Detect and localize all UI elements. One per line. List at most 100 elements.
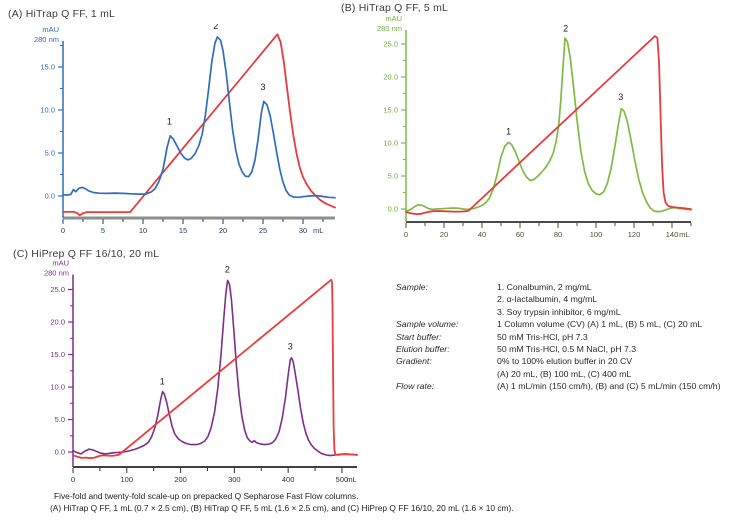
conditions-row-start-buffer: Start buffer: 50 mM Tris-HCl, pH 7.3 [396,331,734,343]
y-tick-label: 0.0 [388,205,398,214]
peak-label-2: 2 [213,24,218,31]
x-tick-label: 10 [139,226,147,235]
y-axis-unit-label: mAU [42,25,59,34]
x-tick-label: 200 [174,475,187,484]
condition-label: Start buffer: [396,331,442,342]
x-tick-label: 500 [336,475,349,484]
condition-label: Flow rate: [396,381,435,392]
x-tick-label: 80 [554,230,562,239]
peak-label-3: 3 [618,92,623,102]
peak-label-2: 2 [563,23,568,33]
chart-a-plot: 0 5 10 15 20 25 30 mL 0.0 5.0 10.0 15.0 mAU 280 nm 1 2 3 [20,21,352,243]
conditions-row-sample: Sample: 1. Conalbumin, 2 mg/mL 2. α-lact… [396,281,734,318]
figure-caption-line1: Five-fold and twenty-fold scale-up on pr… [54,491,359,501]
condition-value: 1 Column volume (CV) (A) 1 mL, (B) 5 mL,… [497,318,734,330]
condition-value: 0% to 100% elution buffer in 20 CV (A) 2… [497,355,734,380]
y-tick-label: 5.0 [55,415,65,424]
conditions-row-gradient: Gradient: 0% to 100% elution buffer in 2… [396,355,734,380]
condition-value-line: 3. Soy trypsin inhibitor, 6 mg/mL [497,306,621,317]
peak-label-2: 2 [225,265,230,275]
peak-label-1: 1 [160,376,165,386]
y-axis-unit-label: mAU [52,259,69,268]
x-tick-label: 140 [666,230,679,239]
condition-value-line: 50 mM Tris-HCl, pH 7.3 [497,331,588,342]
y-tick-label: 25.0 [383,40,398,49]
y-tick-label: 5.0 [388,172,398,181]
y-tick-label: 15.0 [40,62,55,71]
x-tick-label: 400 [282,475,295,484]
y-tick-label: 10.0 [50,383,65,392]
y-tick-label: 0.0 [55,448,65,457]
condition-value-line: 50 mM Tris-HCl, 0.5 M NaCl, pH 7.3 [497,344,637,355]
x-tick-label: 20 [219,226,227,235]
condition-value: 50 mM Tris-HCl, pH 7.3 [497,331,734,343]
condition-value: 1. Conalbumin, 2 mg/mL 2. α-lactalbumin,… [497,281,734,318]
peak-label-1: 1 [506,126,511,136]
y-tick-label: 15.0 [383,106,398,115]
y-axis-unit-label: 280 nm [44,269,69,278]
x-unit-label: mL [346,475,356,484]
x-tick-label: 100 [121,475,134,484]
peak-label-3: 3 [288,341,293,351]
x-tick-label: 20 [440,230,448,239]
uv-280nm-curve [405,37,692,213]
x-tick-label: 30 [299,226,307,235]
peak-label-1: 1 [167,117,172,127]
x-tick-label: 15 [179,226,187,235]
condition-value-line: 1 Column volume (CV) (A) 1 mL, (B) 5 mL,… [497,319,703,330]
y-tick-label: 25.0 [50,285,65,294]
chart-c-title: (C) HiPrep Q FF 16/10, 20 mL [13,248,160,260]
figure-caption-line2: (A) HiTrap Q FF, 1 mL (0.7 × 2.5 cm), (B… [50,503,514,514]
condition-label: Sample: [396,282,428,292]
gradient-curve [405,35,692,216]
x-tick-label: 25 [259,226,267,235]
x-unit-label: mL [679,230,689,239]
chart-b-title: (B) HiTrap Q FF, 5 mL [341,2,449,14]
x-tick-label: 120 [628,230,641,239]
conditions-row-sample-volume: Sample volume: 1 Column volume (CV) (A) … [396,318,734,330]
x-tick-label: 0 [404,230,408,239]
chart-a-title: (A) HiTrap Q FF, 1 mL [8,8,116,20]
x-tick-label: 40 [478,230,486,239]
condition-value-line: (A) 1 mL/min (150 cm/h), (B) and (C) 5 m… [497,381,721,392]
y-axis-unit-label: 280 nm [34,35,59,44]
x-tick-label: 5 [101,226,105,235]
y-axis-unit-label: 280 nm [377,24,402,33]
condition-value-line: 0% to 100% elution buffer in 20 CV [497,356,633,367]
chart-b-svg: 0 20 40 60 80 100 120 140 mL 0.0 5.0 10.0 15.0 20.0 25… [377,14,692,239]
y-tick-label: 20.0 [50,318,65,327]
gradient-curve [72,278,358,460]
x-tick-label: 0 [71,475,75,484]
condition-value-line: 1. Conalbumin, 2 mg/mL [497,282,592,292]
condition-label: Sample volume: [396,319,459,330]
y-tick-label: 10.0 [40,105,55,114]
conditions-table: Sample: 1. Conalbumin, 2 mg/mL 2. α-lact… [396,281,734,393]
x-unit-label: mL [313,226,323,235]
y-axis-unit-label: mAU [385,14,402,23]
condition-value-line: 2. α-lactalbumin, 4 mg/mL [497,294,598,305]
x-tick-label: 0 [61,226,65,235]
conditions-row-elution-buffer: Elution buffer: 50 mM Tris-HCl, 0.5 M Na… [396,343,734,355]
conditions-row-flow-rate: Flow rate: (A) 1 mL/min (150 cm/h), (B) … [396,380,734,392]
gradient-curve [62,33,336,217]
y-tick-label: 10.0 [383,139,398,148]
figure-caption: Five-fold and twenty-fold scale-up on pr… [50,490,514,514]
y-tick-label: 20.0 [383,73,398,82]
peak-label-3: 3 [260,82,265,92]
condition-value-line: (A) 20 mL, (B) 100 mL, (C) 400 mL [497,368,632,379]
x-tick-label: 60 [516,230,524,239]
x-tick-label: 300 [228,475,241,484]
chart-c-plot: 0 100 200 300 400 500 mL 0.0 5.0 10.0 15.0 20.0 25.0… [20,258,382,495]
condition-label: Elution buffer: [396,344,450,355]
uv-280nm-curve [72,279,358,457]
condition-value: 50 mM Tris-HCl, 0.5 M NaCl, pH 7.3 [497,343,734,355]
x-tick-label: 100 [590,230,603,239]
y-tick-label: 0.0 [45,191,55,200]
condition-value: (A) 1 mL/min (150 cm/h), (B) and (C) 5 m… [497,380,734,392]
y-tick-label: 15.0 [50,350,65,359]
y-tick-label: 5.0 [45,148,55,157]
uv-280nm-curve [62,36,336,199]
